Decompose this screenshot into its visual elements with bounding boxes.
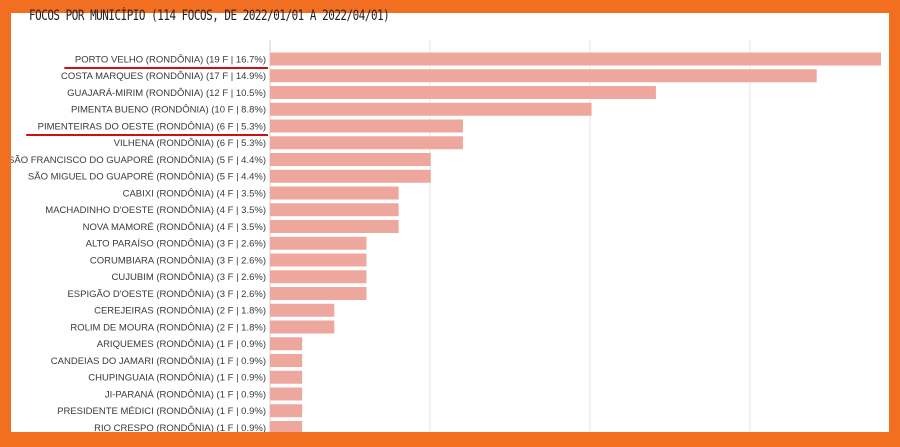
bar [270,303,335,317]
category-label: ESPIGÃO D'OESTE (RONDÔNIA) (3 F | 2.6%) [67,289,266,300]
bar-chart: PORTO VELHO (RONDÔNIA) (19 F | 16.7%) COS… [11,40,881,432]
category-label: ALTO PARAÍSO (RONDÔNIA) (3 F | 2.6%) [86,239,266,250]
category-label: RIO CRESPO (RONDÔNIA) (1 F | 0.9%) [94,423,266,432]
bar [270,86,656,99]
bar [270,102,592,116]
category-label: SÃO MIGUEL DO GUAPORÉ (RONDÔNIA) (5 F | … [28,172,266,183]
category-label: JI-PARANÁ (RONDÔNIA) (1 F | 0.9%) [105,389,266,400]
bar [270,287,367,300]
category-label: ARIQUEMES (RONDÔNIA) (1 F | 0.9%) [97,339,266,350]
category-label: MACHADINHO D'OESTE (RONDÔNIA) (4 F | 3.5… [45,205,266,216]
bar [270,370,303,384]
chart-title: FOCOS POR MUNICÍPIO (114 FOCOS, DE 2022/… [29,8,390,24]
category-label: SÃO FRANCISCO DO GUAPORÉ (RONDÔNIA) (5 F… [11,155,266,166]
category-label: CABIXI (RONDÔNIA) (4 F | 3.5%) [123,188,266,199]
category-label: CORUMBIARA (RONDÔNIA) (3 F | 2.6%) [90,255,266,266]
category-label: CANDEIAS DO JAMARI (RONDÔNIA) (1 F | 0.9… [51,356,266,367]
bar [270,421,303,432]
bar [270,52,881,66]
category-label: PORTO VELHO (RONDÔNIA) (19 F | 16.7%) [75,54,266,65]
category-label: CEREJEIRAS (RONDÔNIA) (2 F | 1.8%) [94,306,266,317]
bar [270,354,303,367]
bar [270,119,463,133]
bar [270,186,399,200]
chart-panel: FOCOS POR MUNICÍPIO (114 FOCOS, DE 2022/… [11,0,889,432]
bar [270,404,303,418]
bar [270,236,367,250]
category-label: CHUPINGUAIA (RONDÔNIA) (1 F | 0.9%) [88,373,266,384]
bar [270,153,431,166]
bar [270,220,399,233]
bar [270,136,463,150]
category-label: NOVA MAMORÉ (RONDÔNIA) (4 F | 3.5%) [83,222,266,233]
bar [270,270,367,284]
bar [270,253,367,267]
bar [270,320,335,334]
category-label: GUAJARÁ-MIRIM (RONDÔNIA) (12 F | 10.5%) [67,88,266,99]
bar [270,337,303,351]
category-label: PRESIDENTE MÉDICI (RONDÔNIA) (1 F | 0.9%… [57,406,266,417]
category-label: ROLIM DE MOURA (RONDÔNIA) (2 F | 1.8%) [70,322,266,333]
category-label: VILHENA (RONDÔNIA) (6 F | 5.3%) [114,138,266,149]
category-label: PIMENTEIRAS DO OESTE (RONDÔNIA) (6 F | 5… [38,121,266,132]
top-frame-edge [0,0,900,13]
bar [270,387,303,401]
category-label: CUJUBIM (RONDÔNIA) (3 F | 2.6%) [112,272,266,283]
category-label: PIMENTA BUENO (RONDÔNIA) (10 F | 8.8%) [71,105,266,116]
bar [270,169,431,183]
bar [270,69,817,83]
bar [270,203,399,217]
category-label: COSTA MARQUES (RONDÔNIA) (17 F | 14.9%) [61,71,266,82]
